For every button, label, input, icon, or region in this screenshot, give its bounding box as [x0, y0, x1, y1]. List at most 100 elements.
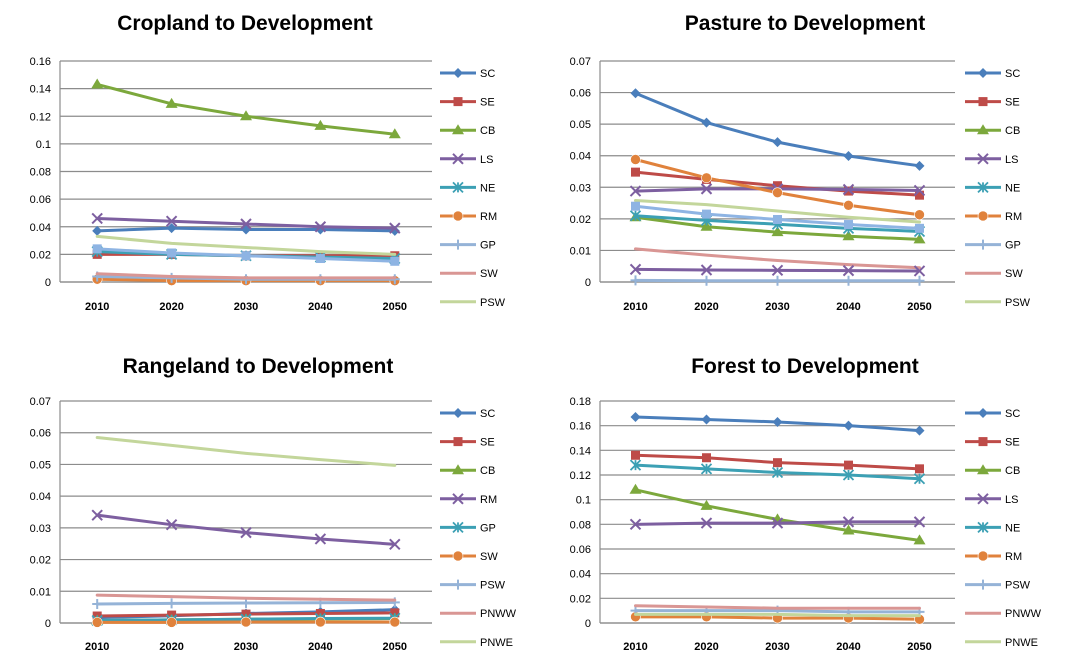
legend-label: SC: [1005, 68, 1020, 80]
data-point: [167, 617, 177, 627]
y-tick-label: 0.14: [570, 445, 591, 457]
legend-label: PNWE: [480, 637, 513, 649]
data-point: [773, 276, 783, 286]
legend-label: RM: [1005, 211, 1022, 223]
x-tick-label: 2020: [694, 641, 718, 653]
y-tick-label: 0.04: [30, 491, 51, 503]
y-tick-label: 0.14: [30, 84, 51, 96]
y-tick-label: 0.08: [570, 519, 591, 531]
legend-swatch-marker: [453, 240, 463, 250]
legend-label: NE: [480, 182, 495, 194]
legend-swatch-marker: [978, 211, 988, 221]
x-tick-label: 2030: [765, 641, 789, 653]
legend-label: PSW: [480, 297, 506, 309]
legend-label: PSW: [480, 580, 506, 592]
series-pnww: [97, 595, 395, 600]
legend-swatch-marker: [453, 551, 463, 561]
x-tick-label: 2020: [694, 301, 718, 313]
y-tick-label: 0.18: [570, 396, 591, 408]
y-tick-label: 0.01: [570, 245, 591, 257]
data-point: [315, 617, 325, 627]
y-tick-label: 0.01: [30, 586, 51, 598]
legend-label: RM: [480, 494, 497, 506]
series-pnwe: [636, 614, 920, 615]
legend-swatch-marker: [978, 580, 988, 590]
data-point: [844, 220, 853, 229]
series-sc: [631, 412, 925, 436]
data-point: [915, 224, 924, 233]
legend-label: CB: [480, 125, 495, 137]
x-tick-label: 2040: [308, 641, 332, 653]
data-point: [167, 598, 177, 608]
series-sc: [631, 88, 925, 171]
y-tick-label: 0.03: [30, 523, 51, 535]
chart-panel-4: Forest to Development00.020.040.060.080.…: [570, 355, 1042, 653]
legend-label: LS: [480, 154, 493, 166]
y-tick-label: 0.1: [36, 139, 51, 151]
y-tick-label: 0.04: [30, 222, 51, 234]
y-tick-label: 0.02: [30, 555, 51, 567]
data-point: [167, 248, 176, 257]
y-tick-label: 0.02: [570, 593, 591, 605]
x-tick-label: 2030: [234, 301, 258, 313]
chart-panel-2: Pasture to Development00.010.020.030.040…: [570, 12, 1031, 313]
data-point: [773, 458, 782, 467]
x-tick-label: 2010: [623, 301, 647, 313]
data-point: [702, 415, 712, 425]
x-tick-label: 2040: [836, 641, 860, 653]
series-line: [97, 437, 395, 465]
series-line: [97, 595, 395, 600]
data-point: [631, 155, 641, 165]
data-point: [915, 464, 924, 473]
data-point: [91, 78, 103, 88]
legend-swatch-marker: [454, 437, 463, 446]
data-point: [702, 210, 711, 219]
legend-swatch-marker: [979, 97, 988, 106]
legend-label: LS: [1005, 494, 1018, 506]
data-point: [242, 251, 251, 260]
legend-label: NE: [1005, 182, 1020, 194]
x-tick-label: 2050: [383, 641, 407, 653]
data-point: [92, 599, 102, 609]
data-point: [844, 276, 854, 286]
chart-title: Rangeland to Development: [123, 355, 394, 378]
legend-label: SC: [480, 408, 495, 420]
x-tick-label: 2010: [85, 301, 109, 313]
y-tick-label: 0.04: [570, 151, 591, 163]
x-tick-label: 2010: [623, 641, 647, 653]
legend-swatch-marker: [453, 580, 463, 590]
y-tick-label: 0.06: [30, 194, 51, 206]
legend-label: GP: [1005, 240, 1021, 252]
legend-label: CB: [1005, 125, 1020, 137]
chart-title: Cropland to Development: [117, 12, 373, 35]
y-tick-label: 0.12: [30, 111, 51, 123]
series-sw: [636, 249, 920, 268]
y-tick-label: 0.03: [570, 182, 591, 194]
legend-label: CB: [1005, 465, 1020, 477]
y-tick-label: 0.06: [570, 88, 591, 100]
data-point: [915, 161, 925, 171]
legend-swatch-marker: [978, 240, 988, 250]
chart-title: Pasture to Development: [685, 12, 925, 35]
chart-panel-1: Cropland to Development00.020.040.060.08…: [30, 12, 506, 313]
legend-label: SC: [1005, 408, 1020, 420]
series-line: [97, 84, 395, 134]
legend-swatch-marker: [453, 68, 463, 78]
chart-title: Forest to Development: [691, 355, 919, 378]
x-tick-label: 2050: [907, 301, 931, 313]
legend-label: GP: [480, 522, 496, 534]
y-tick-label: 0.08: [30, 167, 51, 179]
data-point: [92, 226, 102, 236]
chart-panel-3: Rangeland to Development00.010.020.030.0…: [30, 355, 517, 653]
x-tick-label: 2030: [234, 641, 258, 653]
data-point: [844, 461, 853, 470]
y-tick-label: 0.05: [570, 119, 591, 131]
data-point: [773, 137, 783, 147]
data-point: [844, 200, 854, 210]
legend-label: PSW: [1005, 580, 1031, 592]
legend-swatch-marker: [978, 408, 988, 418]
